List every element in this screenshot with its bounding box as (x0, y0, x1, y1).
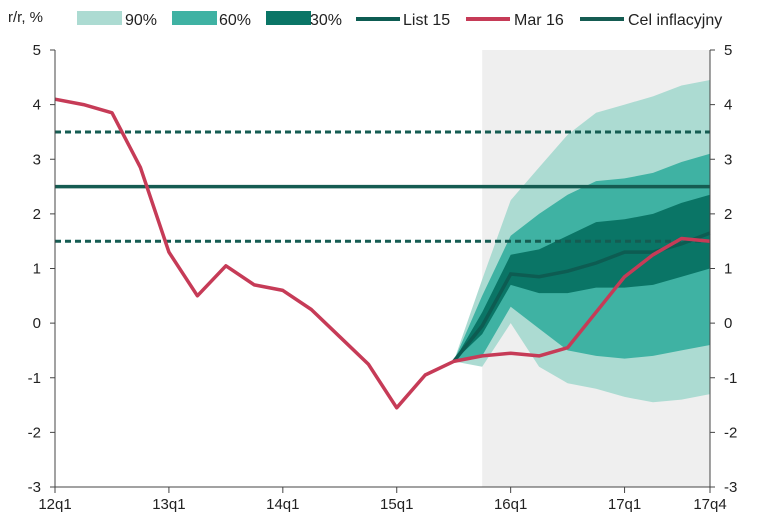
legend-label-mar16: Mar 16 (514, 12, 564, 29)
y-axis-label: r/r, % (8, 9, 43, 26)
y-tick-label-left: 3 (33, 151, 41, 168)
y-tick-label-right: 3 (724, 151, 732, 168)
y-tick-label-left: -3 (28, 479, 41, 496)
x-tick-label: 15q1 (380, 496, 413, 513)
legend-swatch-60 (172, 11, 217, 25)
axes: -3 -3 -2 -2 -1 -1 0 0 1 1 2 2 3 3 4 4 5 5 12q1 13q1 14q1 15q1… (28, 42, 738, 513)
mar16-series (54, 97, 711, 410)
x-tick-label: 14q1 (266, 496, 299, 513)
y-tick-label-left: -2 (28, 424, 41, 441)
y-tick-label-right: 2 (724, 206, 732, 223)
fan-bands (453, 80, 710, 403)
legend-swatch-30 (266, 11, 311, 25)
inflation-target-lines (55, 130, 710, 243)
legend-label-list15: List 15 (403, 12, 450, 29)
legend-label-target: Cel inflacyjny (628, 12, 722, 29)
legend-label-90: 90% (125, 12, 157, 29)
y-tick-label-right: -2 (724, 424, 737, 441)
x-tick-label: 17q1 (608, 496, 641, 513)
y-tick-label-right: 5 (724, 42, 732, 59)
y-tick-label-left: 5 (33, 42, 41, 59)
x-tick-label: 12q1 (38, 496, 71, 513)
x-tick-label: 13q1 (152, 496, 185, 513)
mar16-line (54, 97, 711, 410)
legend-swatch-90 (77, 11, 122, 25)
legend-label-60: 60% (219, 12, 251, 29)
y-tick-label-left: 1 (33, 261, 41, 278)
y-tick-label-right: 4 (724, 97, 732, 114)
x-tick-label: 17q4 (693, 496, 726, 513)
y-tick-label-left: -1 (28, 370, 41, 387)
y-tick-label-left: 4 (33, 97, 41, 114)
x-tick-label: 16q1 (494, 496, 527, 513)
y-tick-label-right: -1 (724, 370, 737, 387)
legend: 90% 60% 30% List 15 Mar 16 Cel inflacyjny (77, 11, 722, 29)
y-tick-label-right: -3 (724, 479, 737, 496)
y-tick-label-right: 1 (724, 261, 732, 278)
band-30 (453, 194, 710, 362)
y-tick-label-left: 2 (33, 206, 41, 223)
y-tick-label-left: 0 (33, 315, 41, 332)
y-tick-label-right: 0 (724, 315, 732, 332)
legend-label-30: 30% (310, 12, 342, 29)
